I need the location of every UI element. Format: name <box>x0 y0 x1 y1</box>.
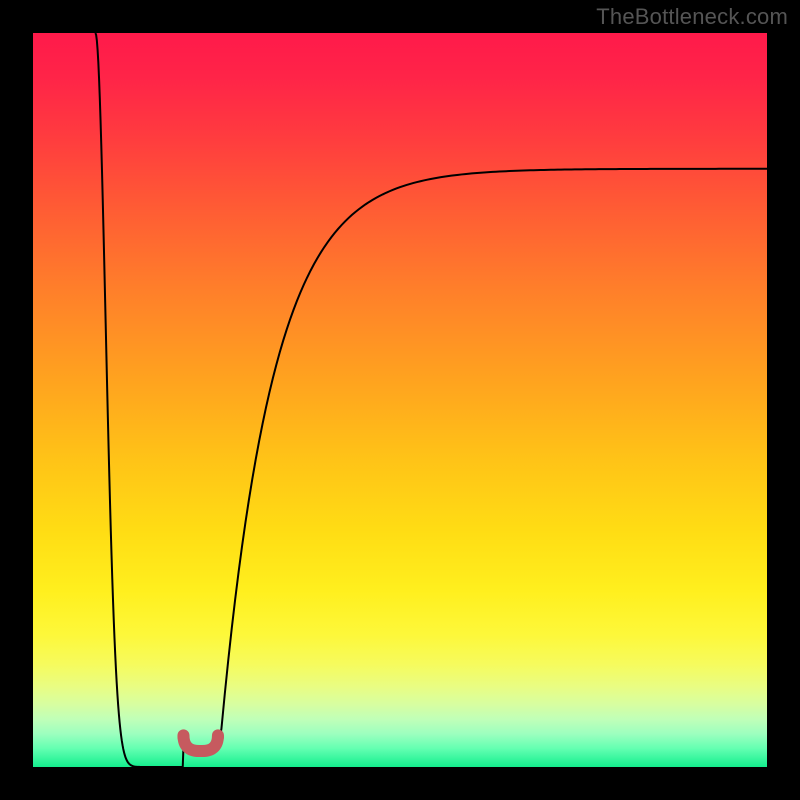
bottleneck-chart: TheBottleneck.com <box>0 0 800 800</box>
marker-dot-left <box>177 731 189 743</box>
chart-svg <box>0 0 800 800</box>
marker-dot-right <box>212 731 224 743</box>
watermark-text: TheBottleneck.com <box>596 4 788 30</box>
plot-background <box>33 33 767 767</box>
